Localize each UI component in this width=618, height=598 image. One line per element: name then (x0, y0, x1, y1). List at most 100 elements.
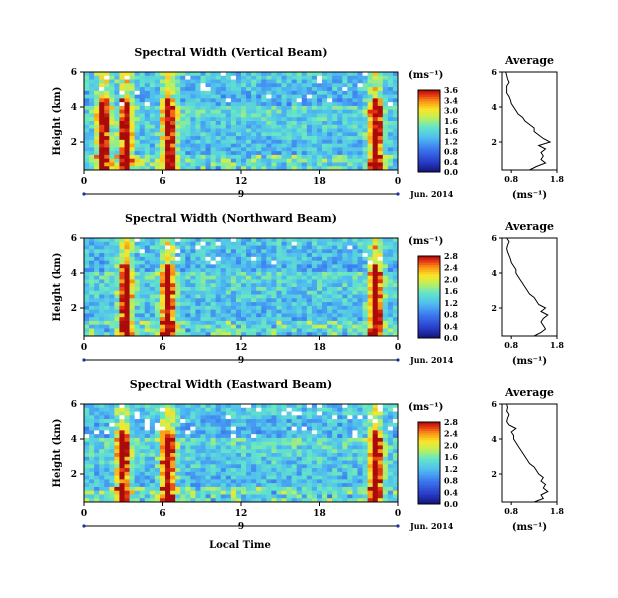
y-tick-label: 4 (71, 269, 77, 279)
heatmap-cells (84, 404, 399, 503)
panel-title: Spectral Width (Eastward Beam) (130, 378, 332, 391)
day-label: 9 (238, 522, 244, 532)
profile-y-tick-label: 6 (491, 399, 497, 409)
panel-title: Spectral Width (Vertical Beam) (134, 46, 327, 59)
colorbar-tick-label: 3.6 (444, 85, 458, 95)
profile-line (505, 71, 552, 171)
colorbar-tick-label: 2.8 (444, 417, 458, 427)
date-label: Jun. 2014 (409, 189, 454, 199)
profile-y-tick-label: 6 (491, 67, 497, 77)
profile-x-tick-label: 0.8 (504, 506, 518, 516)
colorbar-tick-label: 1.6 (444, 452, 458, 462)
colorbar-tick-label: 1.6 (444, 126, 458, 136)
y-tick-label: 6 (71, 68, 77, 78)
heatmap-cells (84, 72, 399, 171)
profile-x-tick-label: 1.8 (550, 340, 564, 350)
colorbar (417, 421, 441, 505)
y-axis-label: Height (km) (52, 253, 63, 322)
day-label: 9 (238, 356, 244, 366)
panel-title: Spectral Width (Northward Beam) (125, 212, 337, 225)
profile-x-label: (ms⁻¹) (512, 190, 547, 201)
x-tick-label: 18 (313, 509, 326, 519)
colorbar-tick-label: 2.0 (444, 440, 458, 450)
colorbar-tick-label: 1.6 (444, 286, 458, 296)
x-tick-label: 12 (235, 509, 248, 519)
profile-title: Average (504, 220, 554, 233)
profile-title: Average (504, 386, 554, 399)
profile-x-label: (ms⁻¹) (512, 522, 547, 533)
x-tick-label: 18 (313, 177, 326, 187)
panel-1: Spectral Width (Vertical Beam) 2 4 6 Height … (52, 46, 564, 201)
profile-frame (501, 237, 558, 337)
colorbar-label: (ms⁻¹) (408, 236, 443, 247)
x-tick-label: 18 (313, 343, 326, 353)
x-tick-label: 0 (81, 509, 87, 519)
profile-title: Average (504, 54, 554, 67)
date-label: Jun. 2014 (409, 355, 454, 365)
x-tick-label: 0 (81, 177, 87, 187)
x-tick-label: 0 (395, 343, 401, 353)
x-tick-label: 0 (81, 343, 87, 353)
colorbar-label: (ms⁻¹) (408, 70, 443, 81)
colorbar (417, 255, 441, 339)
colorbar-tick-label: 0.4 (444, 321, 458, 331)
colorbar-tick-label: 1.2 (444, 298, 458, 308)
panel-2: Spectral Width (Northward Beam) 2 4 6 Height… (52, 212, 564, 367)
day-label: 9 (238, 190, 244, 200)
profile-x-tick-label: 1.8 (550, 174, 564, 184)
colorbar-tick-label: 1.6 (444, 116, 458, 126)
colorbar-tick-label: 0.0 (444, 333, 458, 343)
colorbar-tick-label: 3.4 (444, 95, 458, 105)
colorbar-tick-label: 0.8 (444, 147, 458, 157)
colorbar (417, 89, 441, 173)
x-tick-label: 12 (235, 343, 248, 353)
profile-frame (501, 403, 558, 503)
profile-y-tick-label: 4 (491, 102, 497, 112)
panel-3: Spectral Width (Eastward Beam) 2 4 6 Height … (52, 378, 564, 533)
x-tick-label: 0 (395, 509, 401, 519)
profile-y-tick-label: 4 (491, 268, 497, 278)
colorbar-tick-label: 0.4 (444, 157, 458, 167)
colorbar-tick-label: 0.8 (444, 310, 458, 320)
x-tick-label: 6 (159, 509, 165, 519)
date-label: Jun. 2014 (409, 521, 454, 531)
profile-y-tick-label: 2 (491, 469, 497, 479)
colorbar-tick-label: 3.0 (444, 106, 458, 116)
x-tick-label: 0 (395, 177, 401, 187)
x-tick-label: 12 (235, 177, 248, 187)
profile-y-tick-label: 4 (491, 434, 497, 444)
profile-y-tick-label: 2 (491, 303, 497, 313)
y-axis-label: Height (km) (52, 419, 63, 488)
profile-frame (501, 71, 558, 171)
y-axis-label: Height (km) (52, 87, 63, 156)
y-tick-label: 6 (71, 400, 77, 410)
colorbar-label: (ms⁻¹) (408, 402, 443, 413)
x-tick-label: 6 (159, 343, 165, 353)
y-tick-label: 2 (71, 138, 77, 148)
profile-line (506, 403, 549, 503)
colorbar-tick-label: 1.2 (444, 464, 458, 474)
profile-line (506, 237, 549, 337)
profile-x-tick-label: 0.8 (504, 174, 518, 184)
y-tick-label: 2 (71, 470, 77, 480)
colorbar-tick-label: 2.0 (444, 274, 458, 284)
colorbar-tick-label: 2.4 (444, 429, 458, 439)
heatmap-cells (84, 238, 399, 337)
colorbar-tick-label: 1.2 (444, 136, 458, 146)
colorbar-tick-label: 0.0 (444, 499, 458, 509)
y-tick-label: 4 (71, 435, 77, 445)
y-tick-label: 6 (71, 234, 77, 244)
y-tick-label: 4 (71, 103, 77, 113)
x-axis-label: Local Time (209, 540, 271, 551)
profile-y-tick-label: 2 (491, 137, 497, 147)
colorbar-tick-label: 2.4 (444, 263, 458, 273)
y-tick-label: 2 (71, 304, 77, 314)
profile-y-tick-label: 6 (491, 233, 497, 243)
colorbar-tick-label: 2.8 (444, 251, 458, 261)
colorbar-tick-label: 0.0 (444, 167, 458, 177)
profile-x-label: (ms⁻¹) (512, 356, 547, 367)
x-tick-label: 6 (159, 177, 165, 187)
colorbar-tick-label: 0.4 (444, 487, 458, 497)
colorbar-tick-label: 0.8 (444, 476, 458, 486)
